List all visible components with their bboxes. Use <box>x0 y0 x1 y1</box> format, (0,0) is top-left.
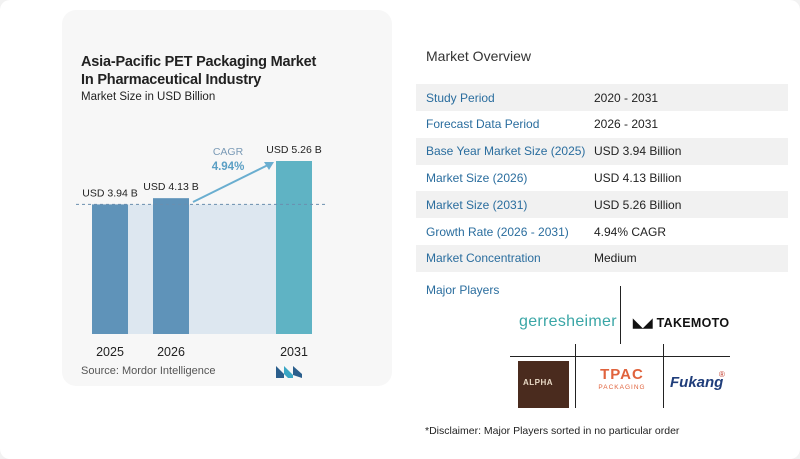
overview-row: Market Concentration Medium <box>416 244 788 272</box>
disclaimer: *Disclaimer: Major Players sorted in no … <box>425 425 680 437</box>
chart-title-line1: Asia-Pacific PET Packaging Market <box>81 54 317 70</box>
forecast-shade <box>189 204 276 334</box>
registered-icon: ® <box>719 370 725 379</box>
chart-subtitle: Market Size in USD Billion <box>81 91 216 103</box>
bar-2031 <box>276 161 312 334</box>
overview-row-label: Base Year Market Size (2025) <box>426 144 586 159</box>
mordor-logo-icon <box>276 366 302 378</box>
overview-title: Market Overview <box>426 48 532 64</box>
chart-title: Asia-Pacific PET Packaging Market In Pha… <box>81 53 331 89</box>
overview-row-label: Forecast Data Period <box>426 117 540 132</box>
overview-row-value: Medium <box>594 251 637 266</box>
overview-row-value: 4.94% CAGR <box>594 224 667 239</box>
overview-row-label: Market Size (2031) <box>426 197 528 212</box>
overview-row-label: Market Size (2026) <box>426 170 528 185</box>
takemoto-text: TAKEMOTO <box>656 316 730 330</box>
fukang-logo: Fukang <box>670 374 724 391</box>
overview-row: Growth Rate (2026 - 2031) 4.94% CAGR <box>416 218 788 245</box>
gap-shade <box>128 204 153 334</box>
divider-line <box>510 356 730 357</box>
divider-line <box>575 344 576 408</box>
source-text: Source: Mordor Intelligence <box>81 365 216 377</box>
cagr-label: CAGR <box>213 146 244 158</box>
overview-row-value: 2026 - 2031 <box>594 117 659 132</box>
divider-line <box>663 344 664 408</box>
bar-2026 <box>153 198 189 334</box>
bar-2025 <box>92 204 128 334</box>
cagr-value: 4.94% <box>212 161 245 173</box>
overview-row-value: USD 5.26 Billion <box>594 197 682 212</box>
players-title: Major Players <box>426 283 500 297</box>
overview-row-label: Growth Rate (2026 - 2031) <box>426 224 569 239</box>
overview-row: Study Period 2020 - 2031 <box>416 84 788 111</box>
overview-row: Market Size (2031) USD 5.26 Billion <box>416 191 788 219</box>
value-label-2031: USD 5.26 B <box>266 144 321 156</box>
cagr-arrow-line <box>192 163 271 203</box>
alpha-logo: ALPHA <box>518 361 569 408</box>
overview-row-value: USD 3.94 Billion <box>594 144 682 159</box>
category-label-2026: 2026 <box>157 345 185 359</box>
tpac-logo: TPAC PACKAGING <box>594 366 650 391</box>
overview-row-label: Study Period <box>426 90 495 105</box>
chart-title-line2: In Pharmaceutical Industry <box>81 72 262 88</box>
value-label-2026: USD 4.13 B <box>143 181 198 193</box>
overview-row: Base Year Market Size (2025) USD 3.94 Bil… <box>416 137 788 165</box>
category-label-2025: 2025 <box>96 345 124 359</box>
alpha-text: ALPHA <box>523 378 554 387</box>
tpac-subtext: PACKAGING <box>598 384 646 391</box>
overview-row-value: USD 4.13 Billion <box>594 170 682 185</box>
overview-row-label: Market Concentration <box>426 251 541 266</box>
cagr-arrow-head-icon <box>264 162 274 170</box>
category-label-2031: 2031 <box>280 345 308 359</box>
tpac-text: TPAC <box>600 366 644 383</box>
divider-line <box>620 286 621 344</box>
value-label-2025: USD 3.94 B <box>82 187 137 199</box>
overview-row: Market Size (2026) USD 4.13 Billion <box>416 164 788 191</box>
gerresheimer-logo: gerresheimer <box>519 313 617 330</box>
overview-row: Forecast Data Period 2026 - 2031 <box>416 111 788 138</box>
takemoto-logo: ◣◢ TAKEMOTO <box>633 316 730 330</box>
overview-row-value: 2020 - 2031 <box>594 90 659 105</box>
bar-chart: USD 3.94 B USD 4.13 B USD 5.26 B 2025 2026 20… <box>76 144 328 359</box>
